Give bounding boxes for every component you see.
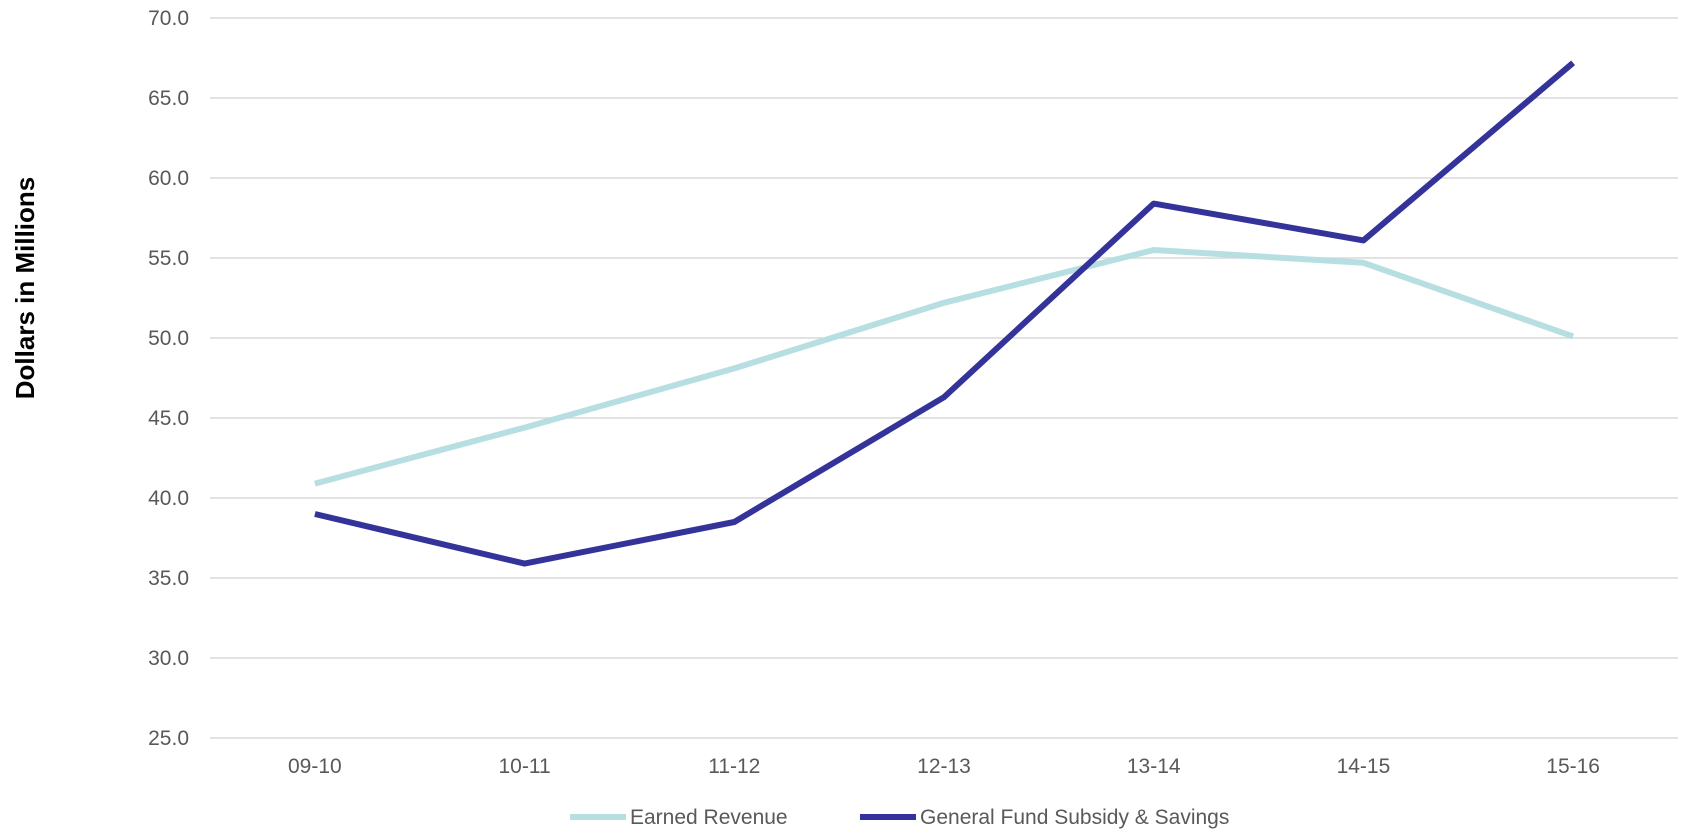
y-tick-label: 35.0	[148, 567, 189, 590]
y-tick-label: 55.0	[148, 247, 189, 270]
legend-label: Earned Revenue	[630, 806, 788, 829]
y-tick-label: 30.0	[148, 647, 189, 670]
x-tick-label: 10-11	[498, 755, 550, 778]
x-tick-label: 14-15	[1337, 755, 1391, 778]
series-line-2	[314, 60, 1576, 567]
x-axis-tick-labels: 09-10 10-11 11-12 12-13 13-14 14-15 15-16	[288, 755, 1600, 778]
legend-label: General Fund Subsidy & Savings	[920, 806, 1229, 829]
legend: Earned Revenue General Fund Subsidy & Sav…	[570, 806, 1229, 829]
series-lines	[314, 60, 1576, 567]
y-tick-label: 50.0	[148, 327, 189, 350]
y-tick-label: 40.0	[148, 487, 189, 510]
x-tick-label: 09-10	[288, 755, 342, 778]
x-tick-label: 13-14	[1127, 755, 1181, 778]
x-tick-label: 12-13	[917, 755, 971, 778]
y-tick-label: 60.0	[148, 167, 189, 190]
y-tick-label: 25.0	[148, 727, 189, 750]
x-tick-label: 11-12	[708, 755, 760, 778]
y-tick-label: 70.0	[148, 7, 189, 30]
grid-lines	[210, 17, 1678, 739]
y-tick-label: 65.0	[148, 87, 189, 110]
legend-item-1: Earned Revenue	[570, 806, 788, 829]
y-axis-tick-labels: 25.0 30.0 35.0 40.0 45.0 50.0 55.0 60.0 65.0 70.0	[148, 7, 189, 750]
legend-item-2: General Fund Subsidy & Savings	[860, 806, 1229, 829]
y-tick-label: 45.0	[148, 407, 189, 430]
y-axis-label: Dollars in Millions	[10, 177, 40, 399]
x-tick-label: 15-16	[1546, 755, 1600, 778]
series-line-1	[314, 247, 1575, 487]
